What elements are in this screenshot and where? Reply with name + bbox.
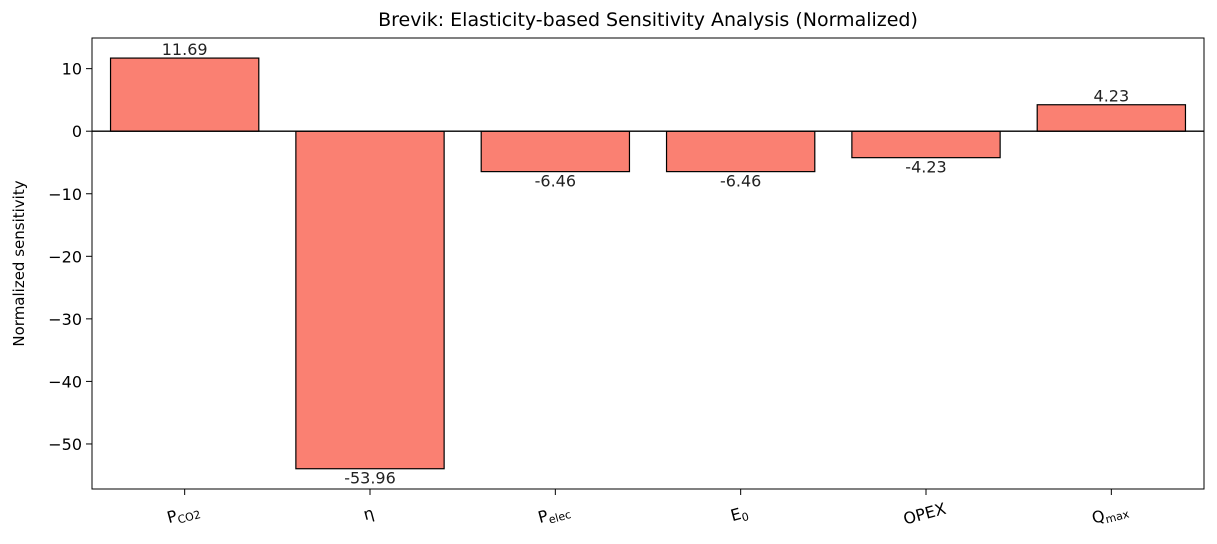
- x-tick-label: η: [361, 503, 376, 524]
- y-tick-label: 10: [62, 60, 82, 79]
- bars: [109, 57, 1187, 470]
- x-tick-label: OPEX: [901, 499, 948, 529]
- x-tick-label-base: Q: [1090, 506, 1107, 528]
- x-tick-label: E0: [729, 502, 751, 527]
- data-label: -6.46: [535, 172, 576, 191]
- bar: [295, 130, 445, 470]
- data-label: 4.23: [1094, 87, 1130, 106]
- y-tick-label: −10: [48, 185, 82, 204]
- data-label: -6.46: [720, 172, 761, 191]
- data-label: -53.96: [344, 469, 396, 488]
- x-tick-label-base: OPEX: [901, 499, 948, 529]
- x-tick-label-subscript: CO2: [176, 508, 202, 527]
- x-tick-label: Qmax: [1090, 500, 1131, 530]
- x-axis: PCO2 η Pelec E0 OPEX Qmax: [165, 489, 1131, 530]
- y-tick-label: −40: [48, 372, 82, 391]
- y-axis-label: Normalized sensitivity: [10, 180, 28, 346]
- y-tick-label: −50: [48, 435, 82, 454]
- x-tick-label-subscript: max: [1104, 507, 1131, 526]
- bar: [851, 130, 1001, 159]
- x-tick-label-subscript: elec: [547, 508, 572, 526]
- bar: [480, 130, 631, 173]
- y-tick-label: −30: [48, 310, 82, 329]
- data-labels: 11.69 -53.96 -6.46 -6.46 -4.23 4.23: [162, 40, 1129, 488]
- y-tick-label: −20: [48, 247, 82, 266]
- x-tick-label-base: E: [729, 504, 744, 525]
- x-tick-label: Pelec: [536, 500, 573, 529]
- y-axis: 10 0 −10 −20 −30 −40 −50: [48, 60, 92, 454]
- data-label: 11.69: [162, 40, 208, 59]
- x-tick-label-base: η: [361, 503, 376, 524]
- chart-title: Brevik: Elasticity-based Sensitivity Ana…: [378, 9, 918, 31]
- bar: [109, 57, 260, 132]
- bar: [1036, 104, 1187, 132]
- y-tick-label: 0: [72, 122, 82, 141]
- bar: [665, 130, 816, 173]
- plot-frame: [91, 37, 1205, 490]
- x-tick-label-subscript: 0: [740, 510, 750, 524]
- x-tick-label: PCO2: [165, 500, 202, 529]
- data-label: -4.23: [905, 158, 946, 177]
